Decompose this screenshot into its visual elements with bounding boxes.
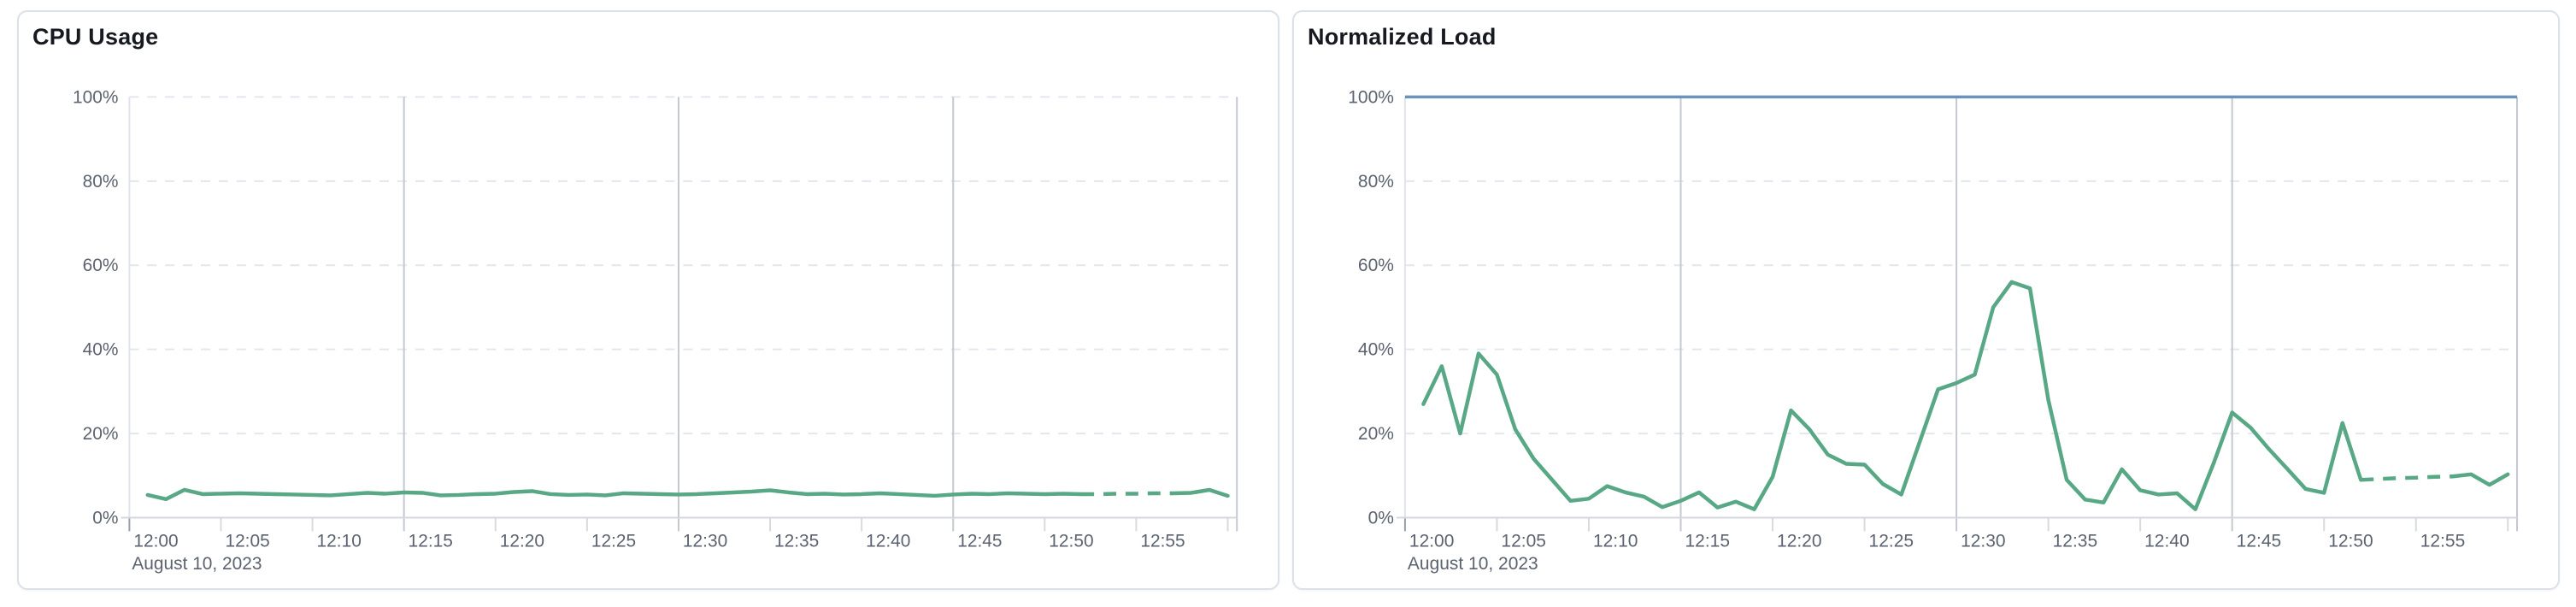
normalized-load-card: 0% 20% 40% 60% 80% 100% 12:00 12:05 12:10 12:15 12…	[1292, 10, 2560, 590]
normalized-load-segment	[1421, 280, 2363, 511]
normalized-load-projected-segment	[2361, 474, 2453, 482]
x-axis-date-label: August 10, 2023	[1408, 554, 1538, 574]
x-tick-label: 12:05	[1501, 531, 1545, 551]
y-axis-labels: 0% 20% 40% 60% 80% 100%	[1348, 87, 1394, 527]
y-tick-label: 0%	[92, 508, 118, 527]
x-tick-label: 12:45	[2237, 531, 2281, 551]
y-tick-label: 40%	[1358, 340, 1394, 360]
normalized-load-chart-svg: 0%20%40%60%80%100%12:00 12:05 12:10 12:15 12…	[1348, 87, 2519, 574]
chart-title-cpu-usage: CPU Usage	[32, 24, 159, 50]
x-tick-label: 12:50	[2328, 531, 2373, 551]
x-tick-label: 12:55	[1140, 531, 1185, 551]
y-tick-label: 0%	[1368, 508, 1394, 527]
x-tick-label: 12:25	[1869, 531, 1914, 551]
y-axis-labels: 0% 20% 40% 60% 80% 100%	[73, 87, 118, 527]
chart-title-normalized-load: Normalized Load	[1308, 24, 1497, 50]
x-tick-label: 12:15	[1685, 531, 1730, 551]
x-tick-label: 12:00	[133, 531, 178, 551]
x-axis-date-label: August 10, 2023	[132, 554, 262, 574]
horizontal-gridlines	[129, 96, 1238, 435]
x-tick-label: 12:40	[2144, 531, 2189, 551]
x-tick-label: 12:30	[1961, 531, 2005, 551]
normalized-load-line	[1421, 280, 2510, 511]
y-tick-label: 60%	[83, 256, 119, 275]
x-tick-label: 12:10	[1593, 531, 1638, 551]
y-tick-label: 40%	[83, 340, 119, 360]
cpu-usage-segment	[1171, 487, 1230, 498]
y-tick-label: 20%	[1358, 424, 1394, 444]
x-axis-ticks	[1403, 517, 2509, 532]
y-tick-label: 20%	[83, 424, 119, 444]
x-tick-label: 12:30	[683, 531, 727, 551]
normalized-load-segment	[2450, 472, 2510, 487]
x-tick-label: 12:00	[1409, 531, 1454, 551]
x-tick-label: 12:35	[2053, 531, 2097, 551]
x-tick-label: 12:15	[409, 531, 453, 551]
x-tick-label: 12:20	[1777, 531, 1821, 551]
cpu-usage-projected-segment	[1081, 491, 1173, 497]
cpu-usage-chart-svg: 0%20%40%60%80%100%12:00 12:05 12:10 12:15 12…	[73, 87, 1238, 574]
x-axis-labels: 12:00 12:05 12:10 12:15 12:20 12:25 12:30 12:35…	[133, 531, 1185, 551]
y-tick-label: 80%	[1358, 172, 1394, 192]
x-tick-label: 12:10	[317, 531, 362, 551]
x-tick-label: 12:25	[591, 531, 636, 551]
cpu-usage-card: 0% 20% 40% 60% 80% 100% 12:00 12:05 12:10 12:15 12…	[17, 10, 1279, 590]
y-tick-label: 100%	[1348, 87, 1394, 107]
x-axis-labels: 12:00 12:05 12:10 12:15 12:20 12:25 12:30 12:35…	[1409, 531, 2465, 551]
horizontal-gridlines	[1404, 180, 2518, 435]
normalized-load-chart[interactable]: 0% 20% 40% 60% 80% 100% 12:00 12:05 12:10 12:15 12…	[1294, 12, 2558, 588]
cpu-usage-chart[interactable]: 0% 20% 40% 60% 80% 100% 12:00 12:05 12:10 12:15 12…	[19, 12, 1278, 588]
y-tick-label: 60%	[1358, 256, 1394, 275]
x-tick-label: 12:55	[2420, 531, 2465, 551]
x-tick-label: 12:50	[1049, 531, 1093, 551]
x-tick-label: 12:05	[225, 531, 269, 551]
x-tick-label: 12:20	[500, 531, 544, 551]
vertical-gridlines	[403, 97, 1238, 532]
vertical-gridlines	[1679, 97, 2519, 532]
cpu-usage-segment	[145, 487, 1084, 502]
cpu-usage-line	[145, 487, 1230, 502]
x-tick-label: 12:45	[957, 531, 1002, 551]
y-tick-label: 80%	[83, 172, 119, 192]
x-tick-label: 12:40	[866, 531, 910, 551]
x-axis-ticks	[128, 517, 1229, 532]
x-tick-label: 12:35	[774, 531, 819, 551]
y-tick-label: 100%	[73, 87, 118, 107]
